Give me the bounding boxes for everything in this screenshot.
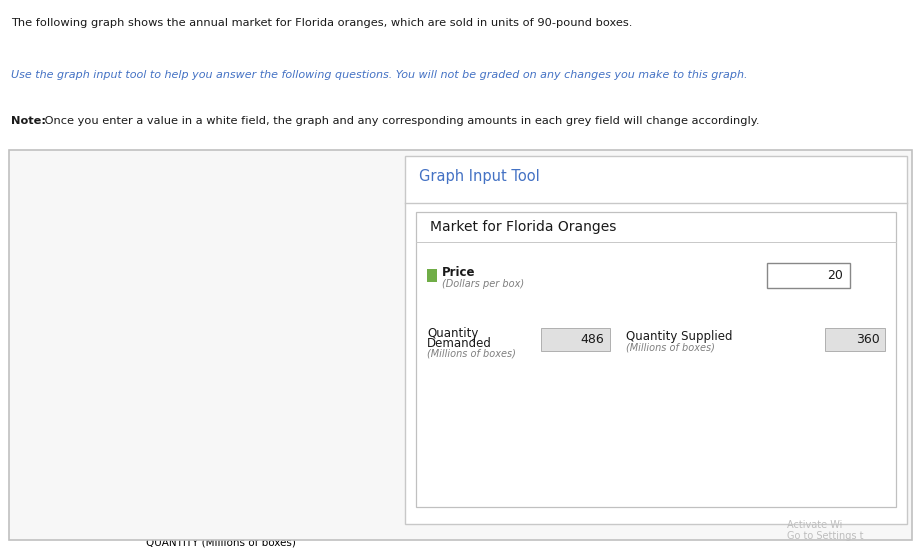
- Text: Quantity: Quantity: [427, 326, 479, 340]
- Text: 486: 486: [580, 333, 604, 346]
- Text: 20: 20: [827, 269, 843, 282]
- Text: Activate Wi
Go to Settings t: Activate Wi Go to Settings t: [787, 520, 864, 541]
- Text: Quantity Supplied: Quantity Supplied: [626, 330, 733, 343]
- Text: Use the graph input tool to help you answer the following questions. You will no: Use the graph input tool to help you ans…: [11, 70, 748, 80]
- Text: Once you enter a value in a white field, the graph and any corresponding amounts: Once you enter a value in a white field,…: [41, 116, 760, 126]
- Text: Price: Price: [442, 266, 475, 280]
- Text: Supply: Supply: [289, 242, 327, 252]
- Text: (Millions of boxes): (Millions of boxes): [626, 342, 715, 352]
- Text: (Dollars per box): (Dollars per box): [442, 279, 524, 289]
- Text: 360: 360: [856, 333, 880, 346]
- X-axis label: QUANTITY (Millions of boxes): QUANTITY (Millions of boxes): [146, 538, 296, 548]
- Text: Demanded: Demanded: [427, 336, 492, 350]
- Text: (Millions of boxes): (Millions of boxes): [427, 348, 516, 358]
- Text: Demand: Demand: [221, 417, 268, 427]
- Text: Note:: Note:: [11, 116, 46, 126]
- Y-axis label: PRICE (Dollars per box): PRICE (Dollars per box): [16, 294, 26, 414]
- Text: Graph Input Tool: Graph Input Tool: [419, 169, 540, 184]
- Text: The following graph shows the annual market for Florida oranges, which are sold : The following graph shows the annual mar…: [11, 18, 633, 28]
- Text: ?: ?: [877, 174, 884, 187]
- Text: Market for Florida Oranges: Market for Florida Oranges: [430, 220, 616, 234]
